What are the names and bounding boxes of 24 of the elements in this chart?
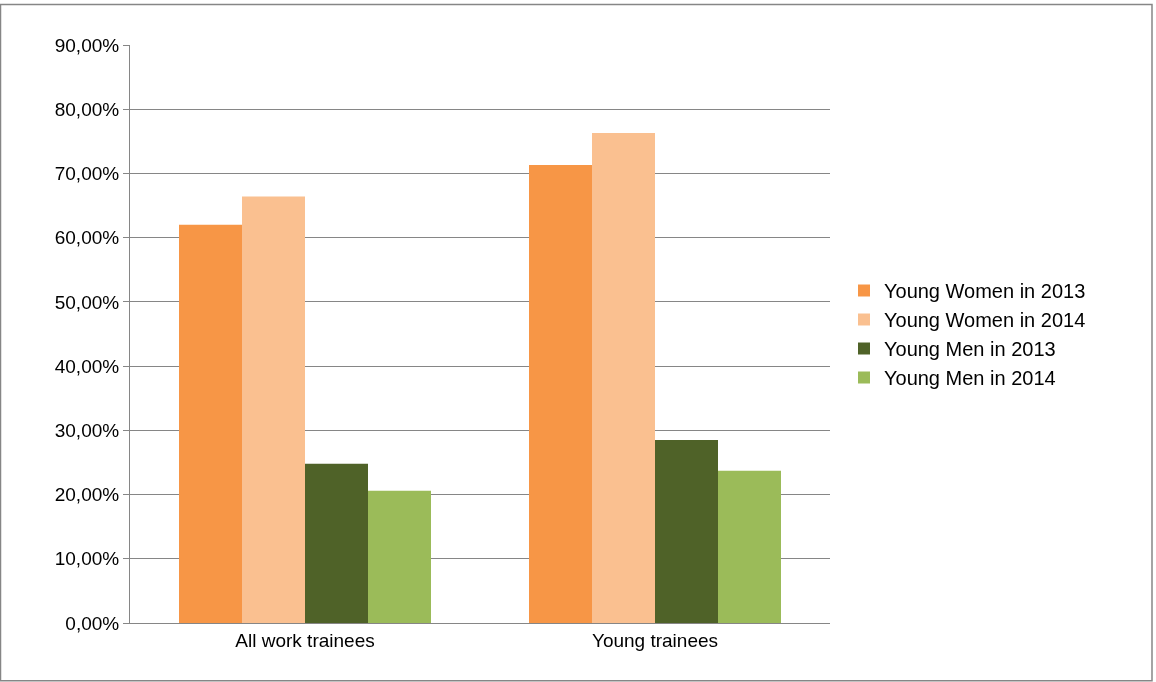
legend-label: Young Women in 2013 [884, 280, 1086, 303]
x-tick-label: Young trainees [591, 629, 719, 651]
y-tick-label: 0,00% [65, 612, 120, 634]
bar [529, 165, 592, 623]
legend-label: Young Women in 2014 [884, 309, 1086, 332]
y-tick-label: 20,00% [54, 484, 120, 506]
y-tick-label: 60,00% [54, 227, 120, 249]
bar [242, 196, 305, 623]
bar [368, 490, 431, 623]
y-tick-label: 40,00% [54, 355, 120, 377]
bar [305, 463, 368, 623]
y-tick-label: 90,00% [54, 34, 120, 56]
bar [718, 470, 781, 623]
y-tick-label: 70,00% [54, 163, 120, 185]
y-tick-label: 80,00% [54, 98, 120, 120]
legend-label: Young Men in 2014 [884, 367, 1056, 390]
y-tick-label: 50,00% [54, 291, 120, 313]
legend-label: Young Men in 2013 [884, 338, 1056, 361]
bar [179, 224, 242, 623]
bar [592, 132, 655, 623]
x-tick-label: All work trainees [235, 629, 375, 651]
y-tick-label: 30,00% [54, 419, 120, 441]
bar [655, 439, 718, 623]
y-tick-label: 10,00% [54, 548, 120, 570]
